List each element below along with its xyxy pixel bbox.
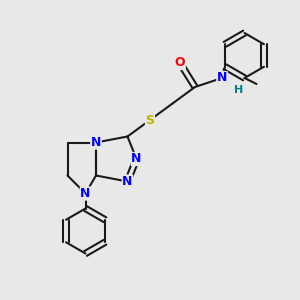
Text: N: N	[80, 187, 91, 200]
Text: S: S	[146, 113, 154, 127]
Text: N: N	[131, 152, 142, 166]
Text: H: H	[234, 85, 243, 95]
Text: N: N	[91, 136, 101, 149]
Text: N: N	[122, 175, 133, 188]
Text: N: N	[217, 71, 227, 85]
Text: O: O	[175, 56, 185, 70]
